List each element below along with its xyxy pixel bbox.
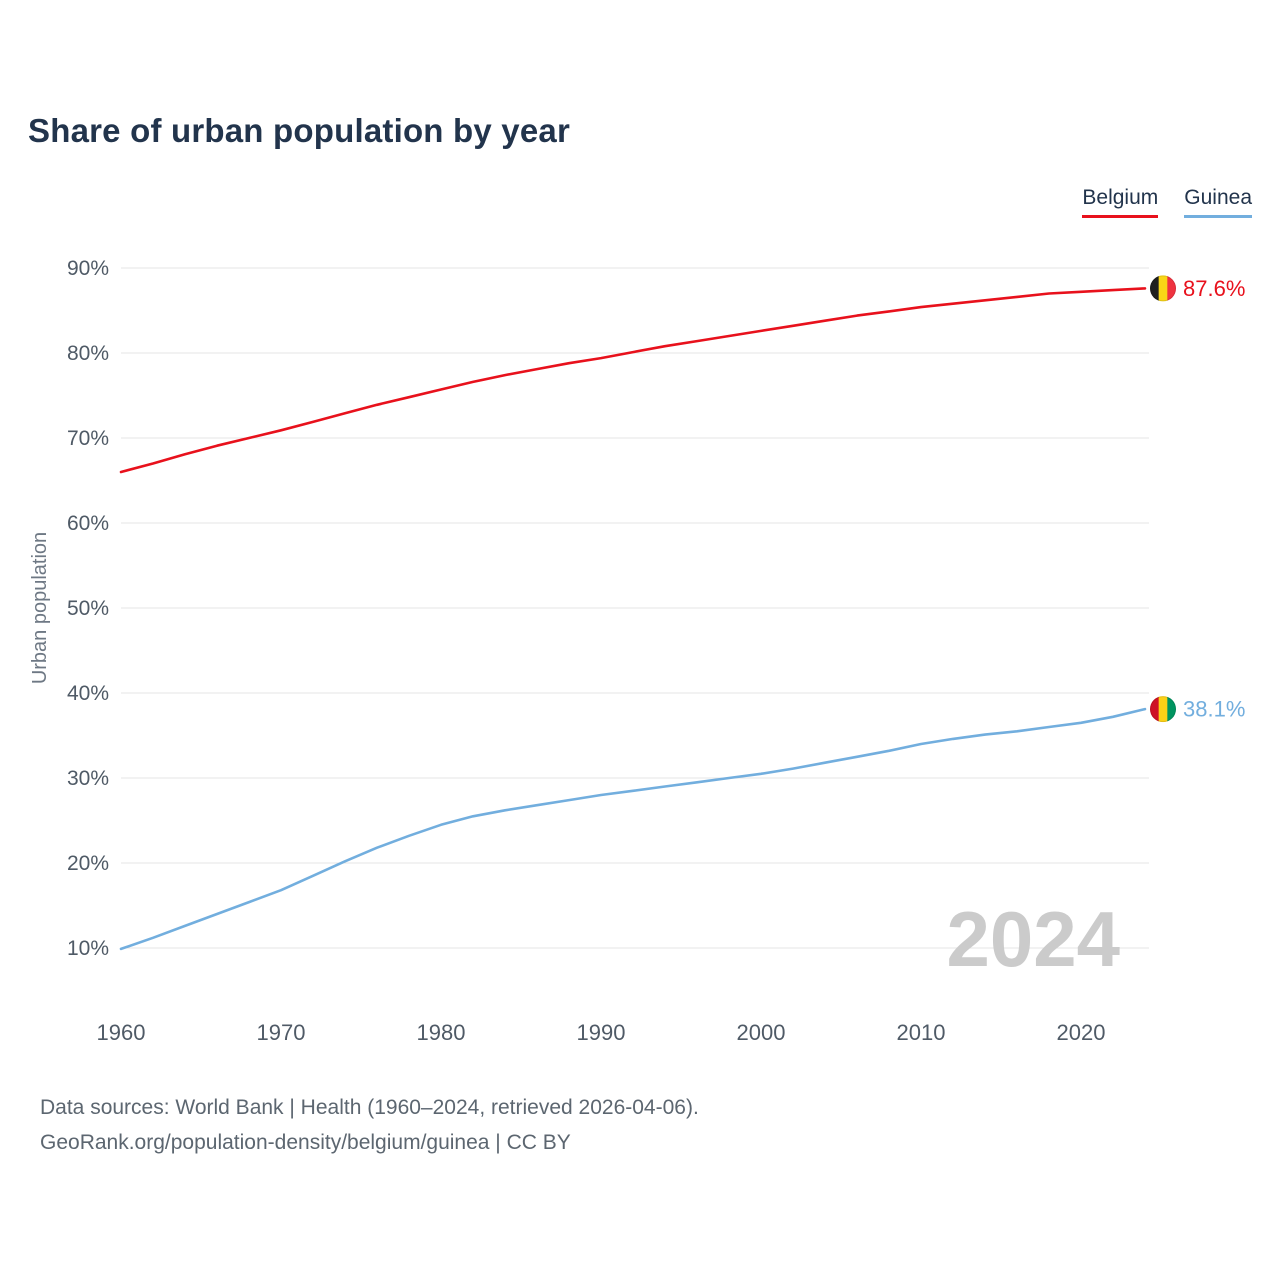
y-tick-label: 90% — [67, 257, 109, 280]
footer-sources-line: Data sources: World Bank | Health (1960–… — [40, 1096, 699, 1119]
belgium-line — [119, 287, 1147, 474]
belgium-end-label: 87.6% — [1183, 276, 1245, 301]
guinea-flag-ring — [1150, 696, 1176, 723]
y-tick-label: 10% — [67, 937, 109, 960]
y-tick-label: 20% — [67, 852, 109, 875]
x-tick-label: 1980 — [417, 1020, 466, 1045]
x-tick-label: 1960 — [97, 1020, 146, 1045]
y-tick-label: 40% — [67, 682, 109, 705]
chart-footer: Data sources: World Bank | Health (1960–… — [40, 1090, 699, 1160]
x-tick-label: 2020 — [1057, 1020, 1106, 1045]
footer-attribution-line: GeoRank.org/population-density/belgium/g… — [40, 1131, 571, 1154]
legend-item-guinea[interactable]: Guinea — [1184, 186, 1252, 218]
legend-label-belgium: Belgium — [1082, 186, 1159, 209]
legend: Belgium Guinea — [1082, 186, 1252, 218]
x-tick-label: 2010 — [897, 1020, 946, 1045]
y-tick-label: 70% — [67, 427, 109, 450]
y-tick-label: 30% — [67, 767, 109, 790]
legend-label-guinea: Guinea — [1184, 186, 1252, 209]
belgium-flag-icon — [1150, 275, 1176, 302]
y-tick-label: 80% — [67, 342, 109, 365]
guinea-line — [119, 707, 1147, 951]
chart-title: Share of urban population by year — [28, 112, 571, 149]
y-tick-label: 60% — [67, 512, 109, 535]
watermark-year: 2024 — [946, 895, 1120, 983]
legend-item-belgium[interactable]: Belgium — [1082, 186, 1159, 218]
guinea-flag-icon — [1150, 696, 1176, 723]
x-tick-label: 1990 — [577, 1020, 626, 1045]
x-tick-label: 2000 — [737, 1020, 786, 1045]
guinea-end-label: 38.1% — [1183, 697, 1245, 722]
y-axis-title: Urban population — [29, 532, 51, 684]
belgium-flag-ring — [1150, 275, 1176, 302]
y-tick-label: 50% — [67, 597, 109, 620]
x-tick-label: 1970 — [257, 1020, 306, 1045]
